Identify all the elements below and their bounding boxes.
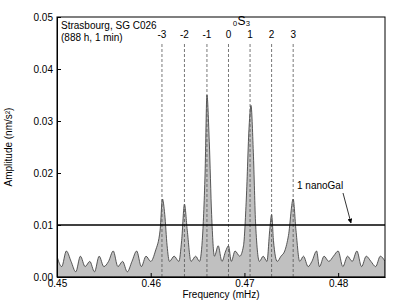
singlet-line bbox=[161, 44, 162, 277]
x-tick: 0.47 bbox=[235, 273, 255, 289]
x-tick: 0.48 bbox=[329, 273, 349, 289]
annotation: (888 h, 1 min) bbox=[61, 32, 123, 43]
singlet-label: 2 bbox=[269, 29, 275, 40]
singlet-label: -2 bbox=[180, 29, 189, 40]
x-axis: 0.450.460.470.48 bbox=[48, 273, 386, 289]
y-tick: 0.02 bbox=[34, 168, 61, 179]
singlet-label: -1 bbox=[202, 29, 211, 40]
y-tick: 0.01 bbox=[34, 220, 61, 231]
multiplet-label: ₀S₃ bbox=[233, 14, 251, 28]
x-tick-label: 0.46 bbox=[141, 278, 161, 289]
y-tick: 0.05 bbox=[34, 12, 61, 23]
y-tick-mark bbox=[57, 69, 61, 70]
y-tick-label: 0.02 bbox=[34, 168, 54, 179]
y-tick-mark bbox=[57, 225, 61, 226]
y-tick-label: 0.04 bbox=[34, 64, 54, 75]
singlet-label: 3 bbox=[290, 29, 296, 40]
x-tick-mark bbox=[244, 273, 245, 277]
x-tick: 0.46 bbox=[141, 273, 161, 289]
annotation: Strasbourg, SG C026 bbox=[61, 20, 157, 31]
x-tick-mark bbox=[338, 273, 339, 277]
x-tick-mark bbox=[151, 273, 152, 277]
y-tick-label: 0.03 bbox=[34, 116, 54, 127]
y-axis: 0.00 0.01 0.02 0.03 0.04 0.05 bbox=[34, 12, 61, 283]
spectrum-area bbox=[57, 95, 385, 277]
singlet-line bbox=[250, 44, 251, 277]
y-tick: 0.00 bbox=[34, 272, 61, 283]
y-axis-line bbox=[57, 18, 58, 278]
y-tick-label: 0.00 bbox=[34, 272, 54, 283]
plot-frame bbox=[57, 17, 385, 277]
singlet-line bbox=[293, 44, 294, 277]
y-tick-mark bbox=[57, 173, 61, 174]
y-tick-mark bbox=[57, 121, 61, 122]
singlet-line bbox=[184, 44, 185, 277]
reference-arrow bbox=[343, 193, 351, 223]
x-tick-label: 0.47 bbox=[235, 278, 255, 289]
singlet-line bbox=[228, 44, 229, 277]
y-tick: 0.04 bbox=[34, 64, 61, 75]
y-tick-label: 0.05 bbox=[34, 12, 54, 23]
y-tick-mark bbox=[57, 277, 61, 278]
singlet-label: 1 bbox=[247, 29, 253, 40]
x-axis-title: Frequency (mHz) bbox=[182, 289, 259, 300]
chart: 0.450.460.470.480.000.010.020.030.040.05… bbox=[0, 0, 404, 300]
singlet-line bbox=[271, 44, 272, 277]
singlet-line bbox=[206, 44, 207, 277]
x-tick-label: 0.48 bbox=[329, 278, 349, 289]
y-tick-mark bbox=[57, 17, 61, 18]
y-tick: 0.03 bbox=[34, 116, 61, 127]
reference-label: 1 nanoGal bbox=[297, 180, 343, 191]
singlet-label: 0 bbox=[226, 29, 232, 40]
singlet-label: -3 bbox=[158, 29, 167, 40]
reference-line bbox=[57, 224, 385, 226]
plot-area bbox=[57, 44, 385, 277]
y-axis-title: Amplitude (nm/s²) bbox=[3, 108, 14, 187]
y-tick-label: 0.01 bbox=[34, 220, 54, 231]
